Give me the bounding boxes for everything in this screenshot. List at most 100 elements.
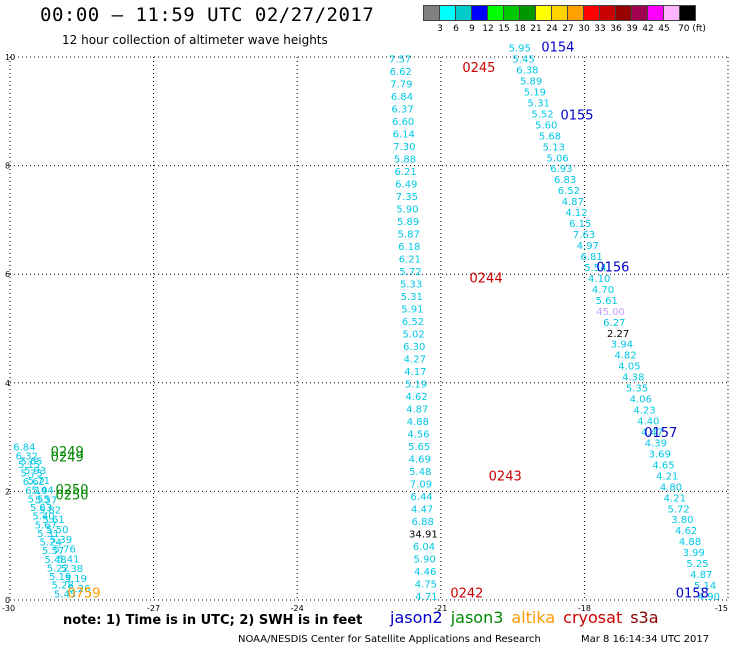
swh-value-label: 4.12: [565, 208, 587, 219]
lat-tick-label: 6: [5, 270, 10, 279]
swh-value-label: 5.54: [584, 263, 606, 274]
swh-value-label: 6.37: [391, 104, 413, 115]
swh-value-label: 5.31: [528, 98, 550, 109]
swh-value-label: 6.15: [569, 219, 591, 230]
swh-value-label: 5.89: [397, 217, 419, 228]
swh-value-label: 6.14: [393, 129, 415, 140]
swh-value-label: 4.62: [406, 392, 428, 403]
swh-value-label: 4.38: [622, 373, 644, 384]
lat-tick-label: 0: [5, 596, 10, 605]
swh-value-label: 5.31: [401, 292, 423, 303]
swh-value-label: 5.52: [531, 109, 553, 120]
swh-value-label: 5.31: [37, 529, 59, 540]
swh-value-label: 5.38: [61, 564, 83, 575]
swh-value-label: 6.21: [394, 167, 416, 178]
swh-value-label: 5.33: [400, 279, 422, 290]
swh-value-label: 4.39: [645, 438, 667, 449]
color-scale-label: 12: [482, 24, 494, 34]
color-scale-label: 33: [594, 24, 606, 34]
page-title: 00:00 – 11:59 UTC 02/27/2017: [40, 4, 375, 26]
swh-value-label: 2.27: [607, 329, 629, 340]
swh-value-label: 7.57: [389, 54, 411, 65]
swh-value-label: 5.65: [20, 456, 42, 467]
swh-value-label: 4.80: [660, 482, 682, 493]
swh-value-label: 5.13: [543, 142, 565, 153]
swh-value-label: 6.49: [395, 179, 417, 190]
color-scale-label: 42: [642, 24, 654, 34]
swh-value-label: 5.45: [54, 589, 76, 600]
swh-value-label: 5.14: [694, 581, 716, 592]
swh-value-label: 4.70: [592, 285, 614, 296]
swh-value-label: 6.93: [550, 164, 572, 175]
swh-value-label: 5.06: [546, 153, 568, 164]
footnote: note: 1) Time is in UTC; 2) SWH is in fe…: [63, 613, 363, 628]
swh-value-label: 4.40: [637, 417, 659, 428]
swh-value-label: 5.87: [398, 229, 420, 240]
swh-value-label: 5.82: [39, 505, 61, 516]
swh-value-label: 6.81: [580, 252, 602, 263]
swh-value-label: 6.32: [16, 451, 38, 462]
swh-value-label: 5.15: [18, 460, 40, 471]
swh-value-label: 5.61: [596, 296, 618, 307]
swh-value-label: 7.63: [573, 230, 595, 241]
pass-number-label: 0250: [55, 483, 88, 498]
pass-number-label: 0244: [470, 271, 503, 286]
swh-value-label: 4.06: [630, 395, 652, 406]
page-subtitle: 12 hour collection of altimeter wave hei…: [62, 33, 328, 47]
swh-value-label: 5.39: [50, 535, 72, 546]
swh-value-label: 5.89: [520, 76, 542, 87]
swh-value-label: 6.52: [402, 317, 424, 328]
swh-value-label: 5.41: [57, 554, 79, 565]
lon-tick-label: -24: [291, 604, 304, 613]
swh-value-label: 5.76: [54, 545, 76, 556]
swh-color-scale: [423, 5, 696, 21]
swh-value-label: 4.88: [679, 537, 701, 548]
swh-value-label: 6.62: [390, 67, 412, 78]
lon-tick-label: -18: [578, 604, 591, 613]
pass-number-label: 0249: [51, 445, 84, 460]
lat-tick-label: 4: [5, 379, 10, 388]
swh-value-label: 5.25: [686, 559, 708, 570]
swh-value-label: 5.37: [35, 496, 57, 507]
swh-value-label: 5.40: [32, 512, 54, 523]
swh-value-label: 6.52: [558, 186, 580, 197]
pass-number-label: 0249: [51, 451, 84, 466]
swh-value-label: 7.79: [390, 79, 412, 90]
swh-value-label: 5.57: [42, 546, 64, 557]
credit-line: NOAA/NESDIS Center for Satellite Applica…: [238, 634, 541, 645]
swh-value-label: 6.21: [399, 254, 421, 265]
lat-tick-label: 2: [5, 487, 10, 496]
swh-value-label: 5.60: [535, 120, 557, 131]
swh-value-label: 5.93: [24, 466, 46, 477]
swh-value-label: 3.69: [649, 449, 671, 460]
color-scale-label: 15: [498, 24, 510, 34]
swh-value-label: 5.19: [49, 572, 71, 583]
swh-value-label: 4.46: [414, 567, 436, 578]
swh-value-label: 5.26: [68, 584, 90, 595]
swh-value-label: 5.68: [539, 131, 561, 142]
swh-value-label: 6.27: [603, 318, 625, 329]
swh-value-label: 5.88: [394, 154, 416, 165]
swh-value-label: 5.35: [626, 384, 648, 395]
swh-value-label: 7.09: [410, 479, 432, 490]
swh-value-label: 4.90: [698, 592, 720, 603]
map-grid: [9, 56, 729, 601]
lon-tick-label: -15: [715, 604, 728, 613]
swh-value-label: 6.04: [413, 542, 435, 553]
swh-value-label: 4.97: [577, 241, 599, 252]
satellite-legend: jason2 jason3 altika cryosat s3a: [390, 608, 659, 627]
pass-number-label: 0759: [67, 586, 100, 601]
swh-value-label: 5.55: [28, 494, 50, 505]
lon-tick-label: -21: [434, 604, 447, 613]
color-scale-label: 24: [546, 24, 558, 34]
legend-jason2: jason2: [390, 608, 443, 627]
swh-value-label: 34.91: [409, 529, 438, 540]
legend-altika: altika: [511, 608, 556, 627]
swh-value-label: 5.65: [408, 442, 430, 453]
swh-value-label: 4.87: [562, 197, 584, 208]
color-scale-label: 45: [658, 24, 670, 34]
swh-value-label: 4.87: [406, 404, 428, 415]
swh-value-label: 5.67: [35, 520, 57, 531]
swh-value-label: 5.90: [413, 554, 435, 565]
